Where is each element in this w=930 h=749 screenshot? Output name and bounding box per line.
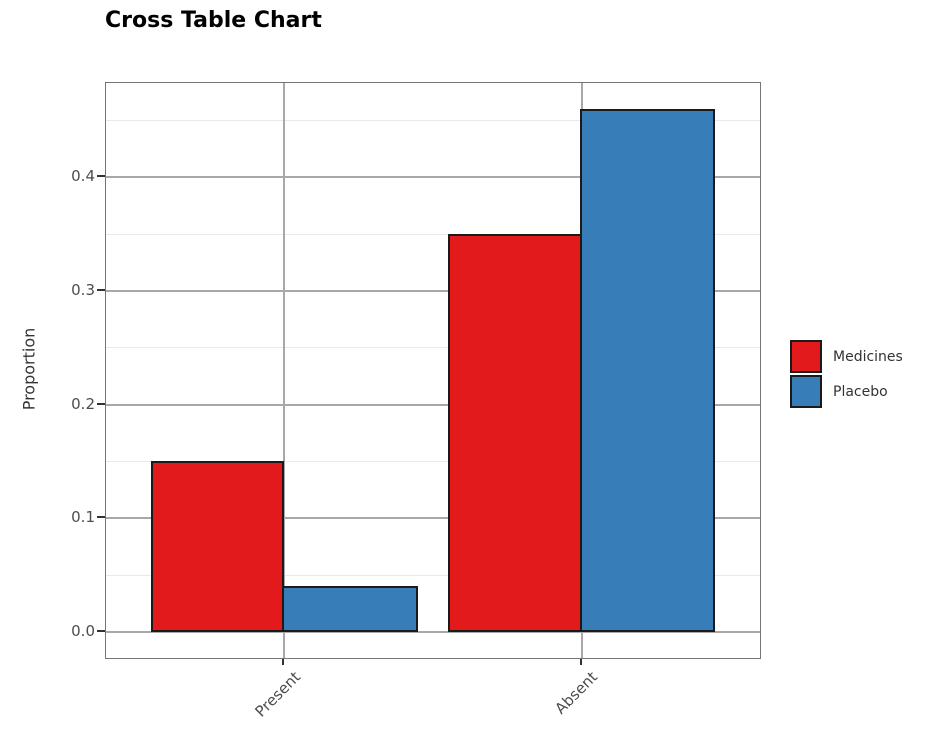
- y-tick-label: 0.3: [71, 280, 95, 299]
- y-tick: [97, 516, 105, 519]
- bar-absent-medicines: [447, 234, 582, 632]
- y-tick-label: 0.4: [71, 167, 95, 186]
- legend-swatch-placebo: [790, 375, 822, 408]
- x-tick: [282, 659, 285, 665]
- chart-title: Cross Table Chart: [105, 8, 322, 33]
- gridline-minor: [106, 574, 760, 576]
- x-tick-label-absent: Absent: [551, 668, 602, 718]
- y-tick: [97, 175, 105, 178]
- legend-item-placebo: Placebo: [790, 375, 903, 408]
- y-tick-label: 0.1: [71, 508, 95, 527]
- legend-item-medicines: Medicines: [790, 340, 903, 373]
- y-tick: [97, 629, 105, 632]
- gridline-major: [106, 517, 760, 520]
- y-tick-label: 0.0: [71, 621, 95, 640]
- gridline-minor: [106, 120, 760, 121]
- bar-present-placebo: [282, 586, 419, 632]
- plot-panel: [105, 82, 761, 659]
- y-tick: [97, 288, 105, 291]
- legend-label: Placebo: [833, 383, 888, 400]
- legend-label: Medicines: [833, 348, 903, 365]
- gridline-minor: [106, 347, 760, 349]
- legend-swatch-medicines: [790, 340, 822, 373]
- gridline-major: [106, 403, 760, 406]
- bar-absent-placebo: [579, 109, 716, 632]
- bar-present-medicines: [150, 461, 285, 632]
- gridline-minor: [106, 460, 760, 462]
- gridline-major: [106, 176, 760, 179]
- y-tick-label: 0.2: [71, 394, 95, 413]
- y-tick: [97, 402, 105, 405]
- legend: Medicines Placebo: [790, 340, 903, 410]
- x-tick: [579, 659, 582, 665]
- gridline-major: [106, 630, 760, 633]
- x-tick-label-present: Present: [251, 668, 305, 721]
- gridline-minor: [106, 233, 760, 235]
- gridline-x-present: [283, 83, 286, 658]
- y-axis-title: Proportion: [19, 327, 39, 411]
- gridline-major: [106, 289, 760, 292]
